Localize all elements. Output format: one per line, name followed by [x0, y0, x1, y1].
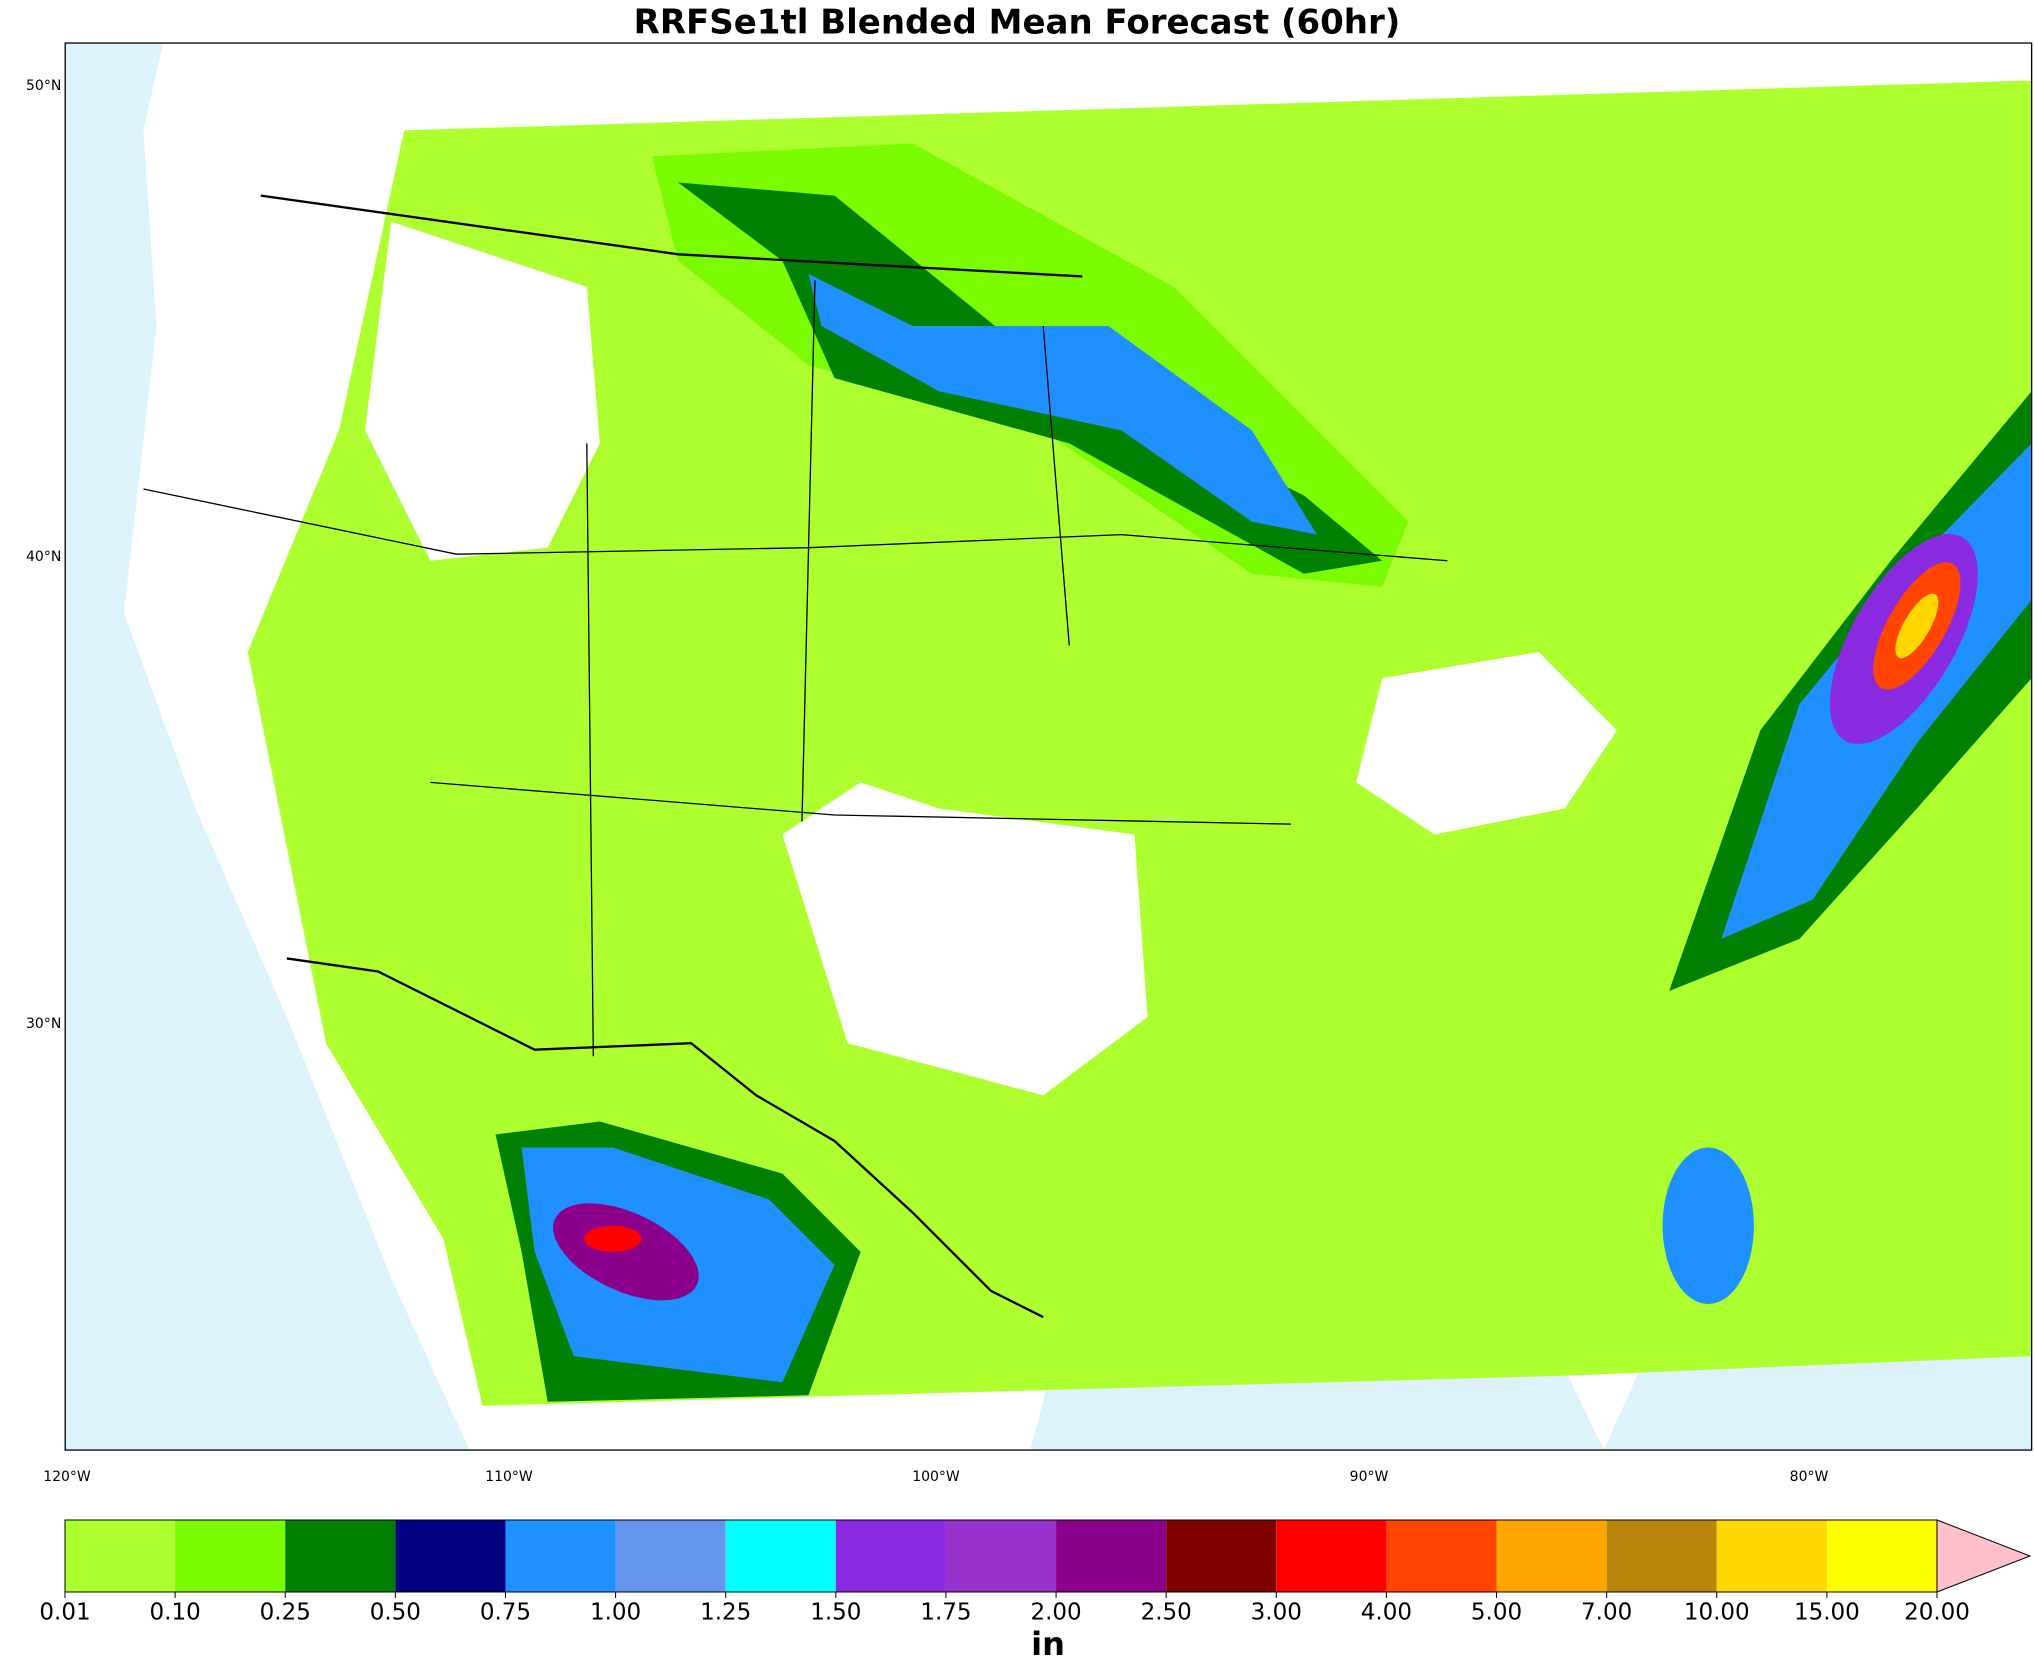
colorbar-tick-label: 0.75 — [480, 1600, 531, 1626]
colorbar-box — [1716, 1520, 1827, 1592]
lon-label: 120°W — [43, 1469, 91, 1485]
lon-label: 100°W — [912, 1469, 960, 1485]
lat-label: 40°N — [26, 549, 61, 565]
graticule-labels: 50°N 40°N 30°N 120°W 110°W 100°W 90°W 80… — [26, 78, 1828, 1485]
precip-area — [247, 80, 2032, 1406]
colorbar-box — [395, 1520, 506, 1592]
colorbar-tick-label: 1.25 — [700, 1600, 751, 1626]
border — [260, 194, 1083, 278]
colorbar-tick-label: 0.50 — [370, 1600, 421, 1626]
colorbar-box — [725, 1520, 836, 1592]
colorbar-tick-label: 3.00 — [1251, 1600, 1302, 1626]
lon-label: 80°W — [1790, 1469, 1829, 1485]
colorbar-tick-label: 0.01 — [39, 1600, 90, 1626]
colorbar-tick-label: 4.00 — [1361, 1600, 1412, 1626]
colorbar-tick-label: 1.50 — [810, 1600, 861, 1626]
lon-label: 110°W — [485, 1469, 533, 1485]
colorbar-tick-label: 0.25 — [260, 1600, 311, 1626]
dry-area — [365, 221, 600, 561]
colorbar-box — [615, 1520, 726, 1592]
state-line — [430, 781, 1291, 825]
dry-area — [1356, 652, 1617, 835]
colorbar-frame — [64, 1519, 1938, 1593]
colorbar-box — [1276, 1520, 1387, 1592]
colorbar-box — [285, 1520, 396, 1592]
precip-core — [1895, 593, 1939, 659]
precip-core — [553, 1203, 699, 1301]
lat-label: 50°N — [26, 78, 61, 94]
precip-band — [808, 273, 1318, 535]
colorbar-extend — [1936, 1519, 2032, 1593]
colorbar-box — [1826, 1520, 1937, 1592]
colorbar-box — [835, 1520, 946, 1592]
colorbar-box — [505, 1520, 616, 1592]
colorbar-box — [65, 1520, 176, 1592]
colorbar-tick-label: 1.00 — [590, 1600, 641, 1626]
colorbar-tick-label: 1.75 — [920, 1600, 971, 1626]
map — [64, 42, 2033, 1451]
colorbar-tick-label: 5.00 — [1471, 1600, 1522, 1626]
colorbar-box — [1606, 1520, 1717, 1592]
colorbar: 0.01 0.10 0.25 0.50 0.75 1.00 1.25 1.50 1.75 2.00… — [39, 1519, 2032, 1626]
colorbar-box — [1166, 1520, 1277, 1592]
colorbar-box — [175, 1520, 286, 1592]
colorbar-unit: in — [1031, 1625, 1065, 1663]
lon-label: 90°W — [1350, 1469, 1389, 1485]
colorbar-tick-label: 7.00 — [1581, 1600, 1632, 1626]
title: RRFSe1tl Blended Mean Forecast (60hr) — [634, 3, 1401, 43]
lat-label: 30°N — [26, 1016, 61, 1032]
colorbar-tick-label: 0.10 — [150, 1600, 201, 1626]
precip-blob — [1662, 1147, 1754, 1304]
state-line — [586, 280, 1070, 1057]
precip-core — [584, 1225, 642, 1252]
colorbar-tick-label: 10.00 — [1684, 1600, 1750, 1626]
colorbar-box — [945, 1520, 1057, 1592]
colorbar-tick-label: 20.00 — [1904, 1600, 1970, 1626]
border — [286, 957, 1044, 1319]
map-frame — [64, 42, 2033, 1451]
colorbar-tick-label: 15.00 — [1794, 1600, 1860, 1626]
colorbar-box — [1056, 1520, 1167, 1592]
colorbar-tick-label: 2.50 — [1141, 1600, 1192, 1626]
dry-area — [782, 782, 1148, 1096]
colorbar-box — [1496, 1520, 1607, 1592]
colorbar-box — [1386, 1520, 1497, 1592]
boundaries — [143, 194, 1448, 1319]
colorbar-tick-label: 2.00 — [1030, 1600, 1081, 1626]
